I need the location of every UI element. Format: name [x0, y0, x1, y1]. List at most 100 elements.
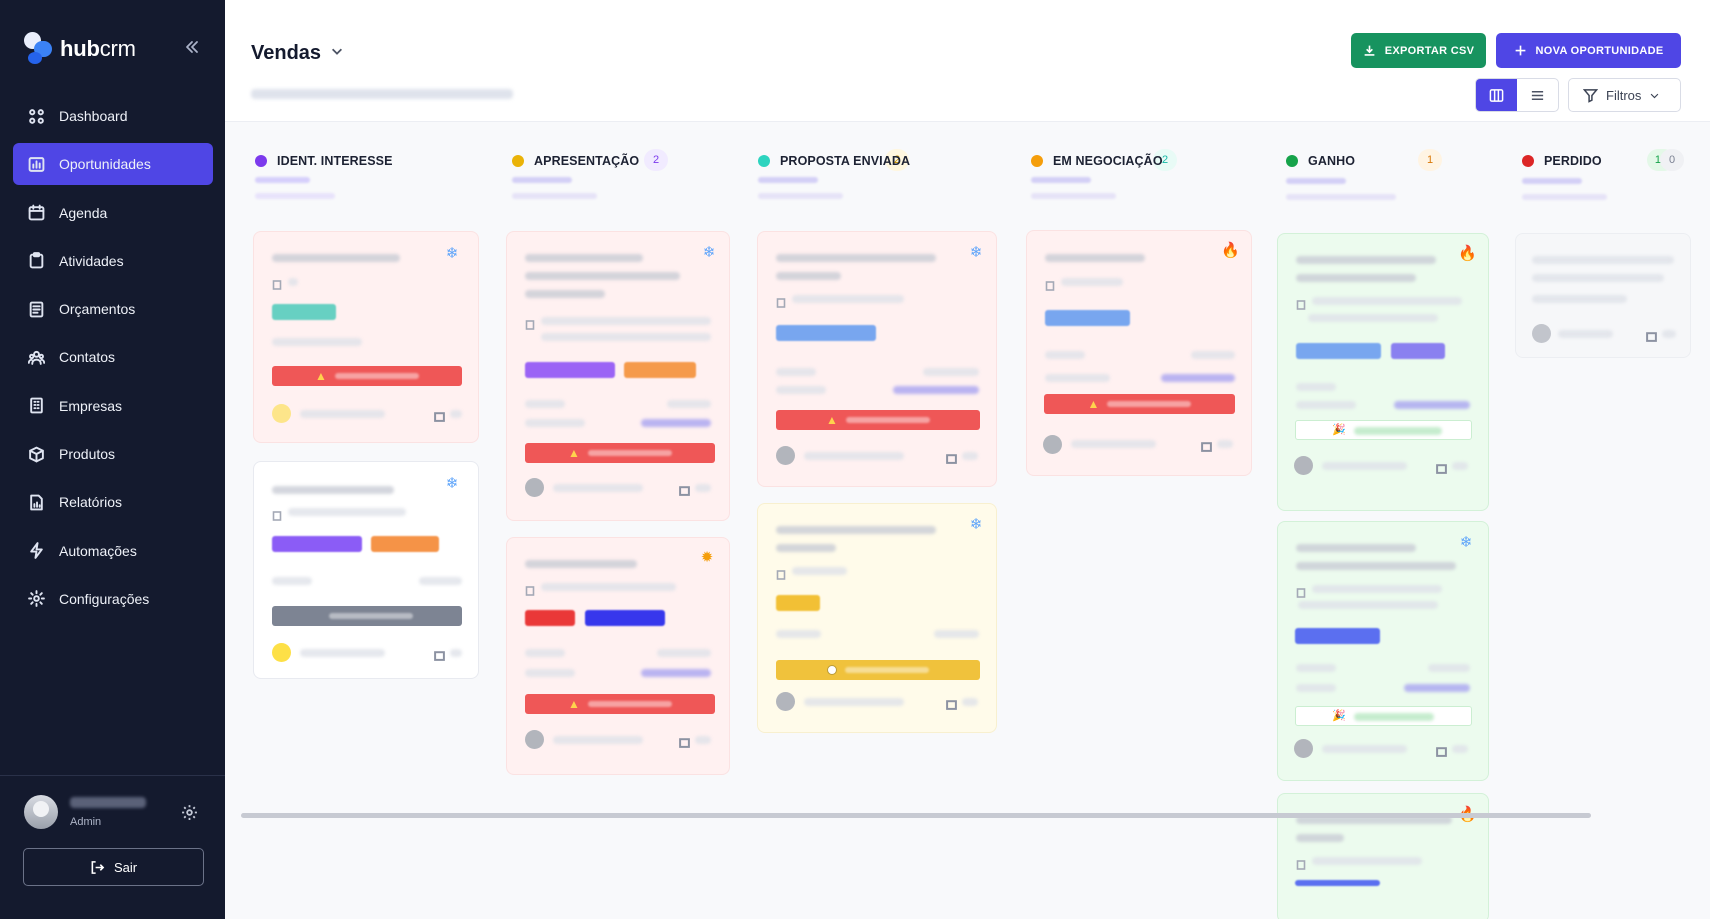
tag [1295, 880, 1380, 886]
filters-dropdown[interactable]: Filtros [1568, 78, 1681, 112]
column-count-badge: 2 [885, 149, 909, 171]
building-icon [776, 567, 786, 580]
plus-icon [1515, 45, 1525, 56]
user-settings-icon[interactable] [181, 804, 198, 821]
status-dot [1031, 155, 1043, 167]
sidebar-item-label: Agenda [59, 204, 108, 221]
won-banner: 🎉 [1295, 420, 1472, 440]
building-icon [272, 277, 282, 290]
sidebar-item-orcamentos[interactable]: Orçamentos [13, 288, 213, 330]
sidebar-item-produtos[interactable]: Produtos [13, 433, 213, 475]
tag [1045, 310, 1130, 326]
calendar-icon [679, 483, 690, 496]
opportunity-card[interactable]: 🔥 🎉 [1277, 233, 1489, 511]
opportunity-card[interactable]: ❄ [253, 461, 479, 679]
column-title: APRESENTAÇÃO [534, 154, 640, 168]
opportunity-card[interactable]: ❄ ▲ [253, 231, 479, 443]
users-icon [28, 350, 45, 365]
opportunity-card[interactable] [1515, 233, 1691, 358]
snowflake-icon: ❄ [969, 244, 983, 261]
building-icon [776, 295, 786, 308]
logo-icon [22, 32, 54, 66]
status-dot [255, 155, 267, 167]
building-icon [525, 317, 535, 330]
avatar[interactable] [24, 795, 58, 829]
sidebar-item-dashboard[interactable]: Dashboard [13, 95, 213, 137]
column-stat-blurred [255, 193, 335, 199]
opportunity-card[interactable]: ❄ ▲ [506, 231, 730, 521]
page-subtitle-blurred [251, 89, 513, 99]
column-title: PERDIDO [1544, 154, 1602, 168]
snowflake-icon: ❄ [1459, 534, 1473, 551]
app-logo[interactable]: hubcrm [22, 32, 136, 66]
status-dot [758, 155, 770, 167]
column-stat-blurred [1286, 194, 1396, 200]
sidebar-item-label: Oportunidades [59, 156, 151, 173]
column-stat-blurred [1031, 177, 1091, 183]
snowflake-icon: ❄ [702, 244, 716, 261]
column-title: GANHO [1308, 154, 1356, 168]
logout-label: Sair [113, 859, 138, 875]
column-stat-blurred [758, 177, 818, 183]
sidebar-item-contatos[interactable]: Contatos [13, 336, 213, 378]
column-count-badge: 0 [1660, 149, 1684, 171]
opportunity-card[interactable]: 🔥 [1277, 793, 1489, 919]
avatar [1043, 435, 1062, 454]
opportunity-card[interactable]: ❄ [757, 503, 997, 733]
list-icon [1531, 90, 1544, 100]
calendar-icon [434, 648, 445, 661]
list-view-button[interactable] [1517, 79, 1558, 111]
logout-button[interactable]: Sair [23, 848, 204, 886]
calendar-icon [1436, 461, 1447, 474]
column-header-ident-interesse: IDENT. INTERESSE [255, 151, 393, 171]
calendar-icon [1201, 439, 1212, 452]
column-header-ganho: GANHO [1286, 151, 1355, 171]
avatar [1532, 324, 1551, 343]
alert-bar: ▲ [525, 443, 715, 463]
sidebar-divider [0, 775, 225, 776]
calendar-icon [1646, 329, 1657, 342]
column-stat-blurred [512, 177, 572, 183]
clock-icon [827, 665, 837, 675]
tag [776, 595, 820, 611]
sidebar-item-relatorios[interactable]: Relatórios [13, 481, 213, 523]
avatar [525, 730, 544, 749]
export-csv-button[interactable]: EXPORTAR CSV [1351, 33, 1486, 68]
avatar [272, 643, 291, 662]
column-header-em-negociacao: EM NEGOCIAÇÃO [1031, 151, 1163, 171]
sidebar-item-oportunidades[interactable]: Oportunidades [13, 143, 213, 186]
page-header: Vendas EXPORTAR CSV NOVA OPORTUNIDADE Fi… [225, 0, 1710, 122]
sidebar-item-atividades[interactable]: Atividades [13, 240, 213, 282]
column-count-badge: 2 [1153, 149, 1177, 171]
opportunity-card[interactable]: 🔥 ▲ [1026, 230, 1252, 476]
sidebar-item-label: Dashboard [59, 108, 128, 124]
opportunity-card[interactable]: ✹ ▲ [506, 537, 730, 775]
opportunity-card[interactable]: ❄ 🎉 [1277, 521, 1489, 781]
bar-chart-icon [28, 156, 45, 172]
opportunity-card[interactable]: ❄ ▲ [757, 231, 997, 487]
collapse-sidebar-icon[interactable] [184, 39, 204, 59]
calendar-icon [434, 409, 445, 422]
calendar-icon [946, 451, 957, 464]
horizontal-scrollbar[interactable] [241, 813, 1591, 818]
zap-icon [30, 542, 43, 560]
chevron-down-icon [1651, 93, 1659, 98]
new-opportunity-button[interactable]: NOVA OPORTUNIDADE [1496, 33, 1681, 68]
chevron-down-icon[interactable] [330, 44, 346, 60]
sidebar-item-agenda[interactable]: Agenda [13, 192, 213, 234]
sidebar-item-empresas[interactable]: Empresas [13, 385, 213, 427]
kanban-view-button[interactable] [1476, 79, 1517, 111]
filter-icon [1583, 88, 1598, 103]
sun-icon: ✹ [700, 549, 714, 566]
sidebar-item-configuracoes[interactable]: Configurações [13, 578, 213, 620]
building-icon [1296, 297, 1306, 310]
avatar [525, 478, 544, 497]
warning-icon: ▲ [826, 413, 838, 427]
snowflake-icon: ❄ [445, 475, 459, 492]
column-count-badge: 2 [644, 149, 668, 171]
sidebar-item-label: Empresas [59, 397, 123, 414]
status-dot [1286, 155, 1298, 167]
alert-bar: ▲ [272, 366, 462, 386]
view-toggle [1475, 78, 1559, 112]
sidebar-item-automacoes[interactable]: Automações [13, 530, 213, 572]
